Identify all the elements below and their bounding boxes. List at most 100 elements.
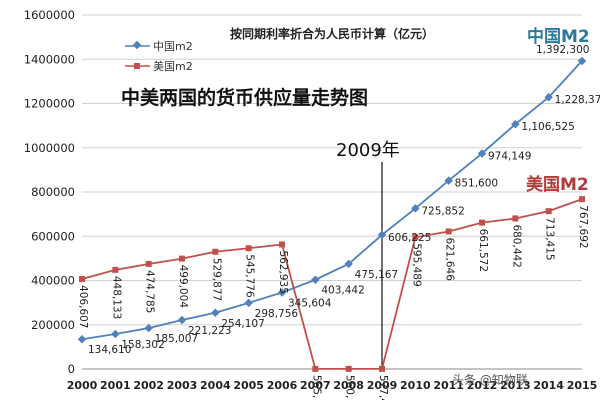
- data-point-0: [211, 308, 220, 318]
- data-point-0: [444, 176, 453, 185]
- data-point-1: [545, 208, 552, 215]
- x-tick-label: 2004: [200, 379, 231, 392]
- data-point-0: [144, 323, 153, 333]
- data-label-us: 680,442: [510, 224, 522, 267]
- data-label-china: 221,223: [188, 325, 231, 337]
- data-label-china: 1,106,525: [521, 121, 574, 133]
- data-point-0: [244, 298, 253, 308]
- data-point-1: [412, 234, 419, 241]
- data-label-china: 298,756: [255, 308, 299, 320]
- y-tick-label: 200000: [31, 318, 75, 332]
- x-tick-label: 2010: [400, 379, 431, 392]
- x-tick-label: 2009: [367, 379, 398, 392]
- x-tick-label: 2013: [500, 379, 531, 392]
- y-tick-label: 600000: [31, 229, 75, 243]
- watermark: 头条 @知物联: [452, 373, 528, 387]
- data-point-0: [177, 315, 187, 325]
- data-point-1: [79, 276, 85, 283]
- legend-china-label: 中国m2: [153, 40, 193, 53]
- y-tick-label: 0: [68, 362, 75, 376]
- data-point-1: [312, 365, 319, 372]
- data-point-0: [311, 275, 320, 284]
- data-point-0: [377, 230, 387, 240]
- legend-us-marker: [134, 63, 140, 69]
- label-layer: 134,610158,302185,007221,223254,107298,7…: [77, 44, 600, 404]
- x-tick-label: 2008: [333, 379, 364, 392]
- data-label-us: 661,572: [477, 229, 489, 272]
- text-layer: 按同期利率折合为人民币计算（亿元） 中美两国的货币供应量走势图 中国M2 美国M…: [121, 26, 590, 387]
- data-label-china: 606,225: [388, 232, 431, 244]
- data-point-1: [379, 365, 385, 372]
- data-label-us: 621,646: [444, 237, 456, 281]
- axis-layer: 0 200000 400000 600000 800000 1000000 1200000 1…: [24, 8, 598, 392]
- x-tick-label: 2012: [467, 379, 498, 392]
- china-m2-big-label: 中国M2: [527, 26, 590, 47]
- data-label-china: 1,228,375: [555, 94, 600, 106]
- data-point-0: [77, 334, 87, 344]
- x-tick-label: 2006: [267, 379, 298, 392]
- data-label-us: 474,785: [144, 270, 156, 313]
- y-tick-label: 1400000: [24, 52, 75, 66]
- x-tick-label: 2014: [533, 379, 564, 392]
- data-point-0: [411, 204, 420, 213]
- data-point-1: [579, 196, 585, 203]
- data-label-us: 595,489: [410, 243, 422, 286]
- data-point-1: [479, 219, 485, 226]
- y-tick-label: 1200000: [24, 97, 75, 111]
- data-label-china: 725,852: [421, 205, 464, 217]
- data-label-us: 713,415: [544, 217, 556, 260]
- data-point-1: [112, 266, 119, 273]
- data-point-1: [145, 260, 152, 267]
- chart-subtitle: 按同期利率折合为人民币计算（亿元）: [230, 26, 434, 41]
- vline-label-2009: 2009年: [336, 140, 400, 161]
- data-point-1: [279, 241, 285, 248]
- x-tick-label: 2005: [233, 379, 264, 392]
- data-point-1: [345, 365, 352, 372]
- x-tick-label: 2011: [433, 379, 464, 392]
- data-label-china: 403,442: [321, 285, 364, 297]
- data-label-us: 545,776: [244, 254, 256, 298]
- data-point-1: [179, 255, 185, 262]
- x-tick-label: 2003: [167, 379, 198, 392]
- data-label-china: 851,600: [455, 178, 498, 190]
- x-tick-label: 2015: [567, 379, 598, 392]
- legend-us-label: 美国m2: [153, 60, 193, 73]
- data-label-china: 185,007: [155, 333, 198, 345]
- data-point-0: [111, 329, 120, 339]
- data-label-china: 134,610: [88, 344, 131, 356]
- series-line-1: [81, 198, 583, 370]
- data-label-china: 254,107: [221, 318, 264, 330]
- x-tick-label: 2000: [67, 379, 98, 392]
- data-label-us: 499,004: [177, 265, 189, 309]
- data-label-us: 406,607: [77, 285, 89, 328]
- x-tick-label: 2007: [300, 379, 331, 392]
- data-label-us: 448,133: [110, 276, 122, 319]
- data-label-us: 577,415: [377, 375, 389, 400]
- data-point-1: [512, 215, 519, 222]
- legend: 中国m2 美国m2: [125, 40, 193, 73]
- data-label-china: 158,302: [121, 339, 164, 351]
- data-label-china: 475,167: [355, 269, 398, 281]
- data-label-us: 565,: [310, 375, 322, 398]
- data-label-china: 345,604: [288, 298, 332, 310]
- series-layer: [77, 56, 587, 372]
- x-tick-label: 2001: [100, 379, 131, 392]
- chart-title: 中美两国的货币供应量走势图: [121, 86, 368, 109]
- data-label-china: 1,392,300: [536, 44, 589, 56]
- data-label-us: 767,692: [577, 205, 589, 248]
- data-label-china: 974,149: [488, 150, 531, 162]
- y-tick-label: 400000: [31, 274, 75, 288]
- y-tick-label: 1600000: [24, 8, 75, 22]
- data-label-us: 529,877: [210, 258, 222, 301]
- data-label-us: 560,: [344, 375, 356, 398]
- data-label-us: 562,935: [277, 250, 289, 293]
- data-point-0: [477, 149, 487, 158]
- data-point-1: [212, 248, 219, 255]
- series-line-0: [81, 60, 583, 341]
- y-tick-label: 1000000: [24, 141, 75, 155]
- data-point-0: [277, 288, 287, 297]
- y-tick-label: 800000: [31, 185, 75, 199]
- us-m2-big-label: 美国M2: [526, 174, 589, 195]
